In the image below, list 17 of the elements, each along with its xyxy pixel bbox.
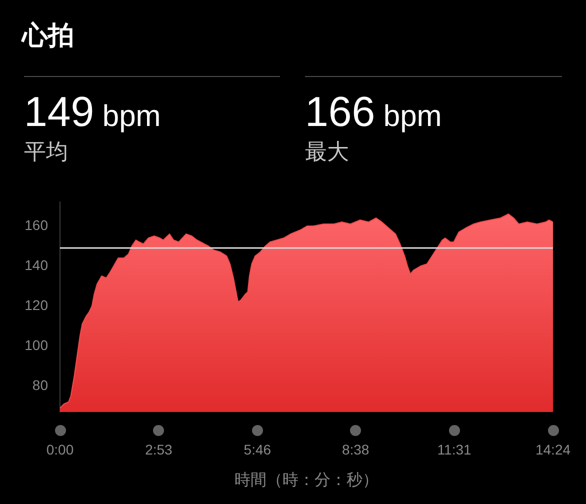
- text: 166 bpm: [305, 88, 442, 135]
- text: 平均: [24, 139, 68, 167]
- x-tick-label: 2:53: [145, 441, 173, 458]
- y-tick-label: 80: [32, 376, 48, 393]
- y-tick-label: 100: [24, 336, 48, 353]
- x-axis-title: 時間（時：分：秒）: [234, 470, 378, 489]
- x-tick-label: 0:00: [46, 441, 74, 458]
- chart-title: 心拍: [22, 20, 74, 53]
- y-tick-label: 160: [24, 216, 48, 233]
- x-tick-label: 14:24: [535, 441, 571, 458]
- text: 最大: [305, 139, 349, 167]
- y-tick-label: 120: [24, 296, 48, 313]
- x-tick-label: 5:46: [244, 441, 272, 458]
- x-tick-label: 11:31: [437, 441, 472, 458]
- text: 149 bpm: [24, 88, 161, 135]
- y-tick-label: 140: [24, 256, 48, 273]
- x-tick-label: 8:38: [342, 441, 370, 458]
